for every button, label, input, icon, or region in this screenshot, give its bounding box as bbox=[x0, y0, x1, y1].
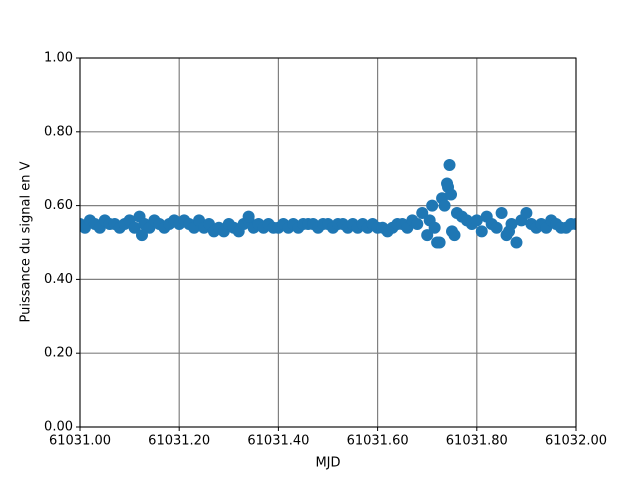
x-tick-label: 61031.20 bbox=[148, 434, 210, 449]
point bbox=[503, 225, 516, 238]
point bbox=[433, 236, 446, 249]
point bbox=[495, 206, 508, 219]
y-tick-label: 0.60 bbox=[44, 198, 73, 213]
point bbox=[520, 206, 533, 219]
plot-frame bbox=[79, 57, 577, 428]
point bbox=[136, 229, 148, 242]
y-tick-label: 0.80 bbox=[44, 124, 73, 139]
x-tick-label: 61031.60 bbox=[347, 434, 409, 449]
x-tick-label: 61031.00 bbox=[49, 434, 111, 449]
point bbox=[242, 210, 255, 223]
y-tick-label: 0.00 bbox=[44, 420, 73, 435]
point bbox=[570, 218, 576, 231]
point bbox=[411, 218, 424, 231]
point bbox=[445, 188, 458, 201]
y-tick-label: 0.40 bbox=[44, 272, 73, 287]
point bbox=[475, 225, 488, 238]
point bbox=[438, 199, 451, 212]
point bbox=[421, 229, 434, 242]
x-axis-label: MJD bbox=[315, 456, 340, 471]
points bbox=[80, 159, 576, 249]
point bbox=[470, 214, 483, 227]
point bbox=[510, 236, 523, 249]
point bbox=[443, 159, 456, 172]
y-tick-label: 1.00 bbox=[44, 51, 73, 66]
point bbox=[428, 221, 441, 234]
point bbox=[490, 221, 503, 234]
x-tick-label: 61031.40 bbox=[247, 434, 309, 449]
point bbox=[448, 229, 461, 242]
y-tick-label: 0.20 bbox=[44, 346, 73, 361]
x-tick-label: 61032.00 bbox=[545, 434, 607, 449]
point bbox=[416, 206, 429, 219]
x-tick-label: 61031.80 bbox=[446, 434, 508, 449]
point bbox=[426, 199, 439, 212]
y-axis-label: Puissance du signal en V bbox=[19, 161, 34, 322]
point bbox=[128, 221, 141, 234]
